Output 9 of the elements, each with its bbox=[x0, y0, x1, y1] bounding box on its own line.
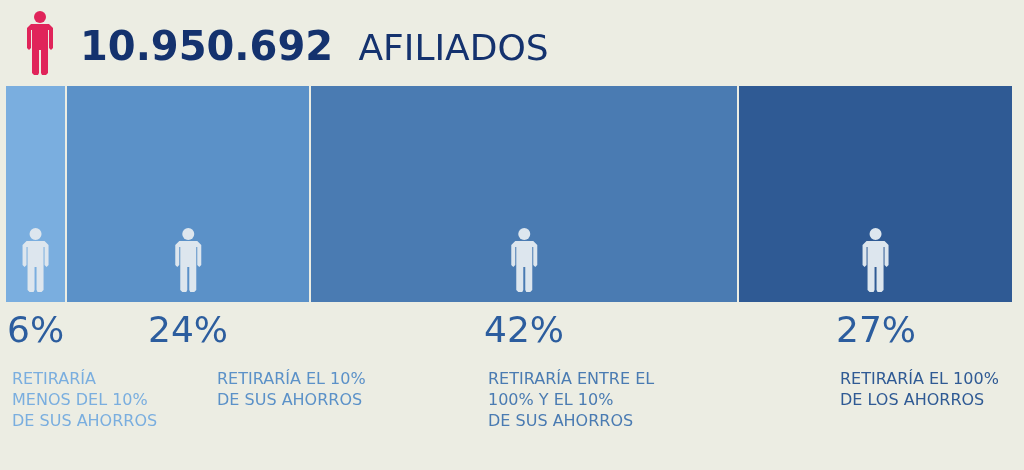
data-label: 24% bbox=[148, 309, 229, 350]
text: RETIRARÍA EL 10% DE SUS AHORROS bbox=[217, 369, 366, 409]
data-label: 42% bbox=[484, 309, 565, 350]
text: RETIRARÍA MENOS DEL 10% DE SUS AHORROS bbox=[12, 369, 158, 430]
text: RETIRARÍA ENTRE EL 100% Y EL 10% DE SUS AHORROS bbox=[488, 369, 655, 430]
data-label: 6% bbox=[7, 309, 65, 350]
text: RETIRARÍA EL 100% DE LOS AHORROS bbox=[840, 369, 999, 409]
data-label: 27% bbox=[836, 309, 917, 350]
chart-title: 10.950.692 AFILIADOS bbox=[80, 23, 549, 69]
